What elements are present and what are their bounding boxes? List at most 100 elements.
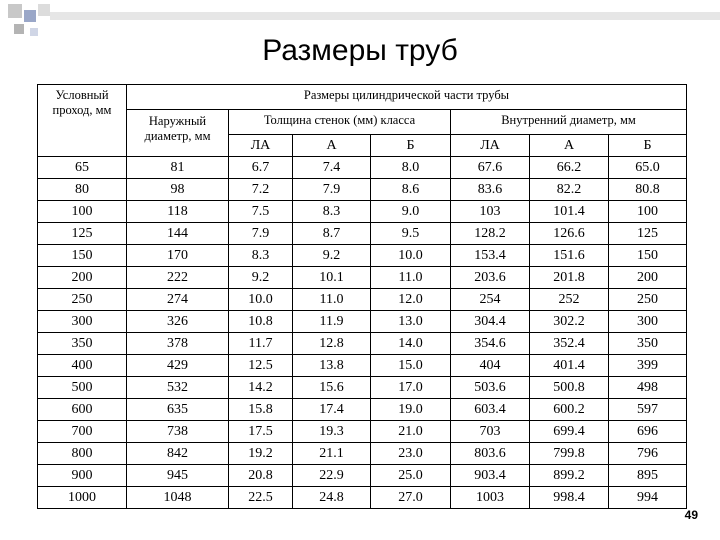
table-cell: 27.0	[370, 486, 451, 509]
table-cell: 400	[37, 354, 127, 377]
table-cell: 100	[37, 200, 127, 223]
table-cell: 945	[126, 464, 229, 487]
table-cell: 1003	[450, 486, 530, 509]
table-cell: А	[529, 134, 609, 157]
table-row: 350 378 11.7 12.8 14.0 354.6 352.4 350	[37, 332, 687, 355]
table-cell: 22.9	[292, 464, 371, 487]
header-cell: Размеры цилиндрической части трубы	[126, 84, 687, 110]
table-cell: 25.0	[370, 464, 451, 487]
table-row: 80 98 7.2 7.9 8.6 83.6 82.2 80.8	[37, 178, 687, 201]
table-cell: 597	[608, 398, 687, 421]
table-cell: 14.2	[228, 376, 293, 399]
table-cell: 22.5	[228, 486, 293, 509]
table-cell: 8.3	[292, 200, 371, 223]
pipe-table: Условный проход, мм Размеры цилиндрическ…	[37, 84, 687, 509]
table-row: 125 144 7.9 8.7 9.5 128.2 126.6 125	[37, 222, 687, 245]
decor	[8, 4, 22, 18]
table-cell: 895	[608, 464, 687, 487]
table-cell: 80	[37, 178, 127, 201]
table-cell: 8.6	[370, 178, 451, 201]
table-cell: 201.8	[529, 266, 609, 289]
table-cell: 150	[37, 244, 127, 267]
table-cell: 12.5	[228, 354, 293, 377]
table-cell: 9.2	[292, 244, 371, 267]
table-cell: 10.1	[292, 266, 371, 289]
table-cell: 11.0	[370, 266, 451, 289]
table-cell: 250	[37, 288, 127, 311]
table-cell: 7.5	[228, 200, 293, 223]
decor	[24, 10, 36, 22]
table-row: 1000 1048 22.5 24.8 27.0 1003 998.4 994	[37, 486, 687, 509]
table-cell: 7.2	[228, 178, 293, 201]
table-cell: Б	[370, 134, 451, 157]
table-cell: 151.6	[529, 244, 609, 267]
table-cell: 7.9	[228, 222, 293, 245]
table-cell: 11.9	[292, 310, 371, 333]
table-cell: 699.4	[529, 420, 609, 443]
table-row: 600 635 15.8 17.4 19.0 603.4 600.2 597	[37, 398, 687, 421]
table-cell: 13.8	[292, 354, 371, 377]
table-cell: 302.2	[529, 310, 609, 333]
table-cell: 800	[37, 442, 127, 465]
table-row: 500 532 14.2 15.6 17.0 503.6 500.8 498	[37, 376, 687, 399]
table-cell: 15.6	[292, 376, 371, 399]
table-cell: 350	[37, 332, 127, 355]
table-cell: 300	[37, 310, 127, 333]
table-cell: 118	[126, 200, 229, 223]
table-cell: 429	[126, 354, 229, 377]
table-cell: 24.8	[292, 486, 371, 509]
table-cell: 144	[126, 222, 229, 245]
header-cell: Внутренний диаметр, мм	[450, 109, 687, 135]
table-cell: 503.6	[450, 376, 530, 399]
table-cell: 6.7	[228, 156, 293, 179]
header-cell: Наружный диаметр, мм	[126, 109, 229, 157]
table-cell: 10.0	[228, 288, 293, 311]
table-cell: 300	[608, 310, 687, 333]
table-cell: 83.6	[450, 178, 530, 201]
table-cell: 153.4	[450, 244, 530, 267]
table-cell: 8.3	[228, 244, 293, 267]
table-cell: 66.2	[529, 156, 609, 179]
table-cell: 498	[608, 376, 687, 399]
table-row: 250 274 10.0 11.0 12.0 254 252 250	[37, 288, 687, 311]
table-cell: 8.0	[370, 156, 451, 179]
table-cell: 80.8	[608, 178, 687, 201]
table-row: 300 326 10.8 11.9 13.0 304.4 302.2 300	[37, 310, 687, 333]
table-cell: 19.0	[370, 398, 451, 421]
table-cell: 19.3	[292, 420, 371, 443]
table-cell: 899.2	[529, 464, 609, 487]
table-cell: 9.0	[370, 200, 451, 223]
page-number: 49	[684, 508, 698, 522]
table-cell: 14.0	[370, 332, 451, 355]
table-row: 900 945 20.8 22.9 25.0 903.4 899.2 895	[37, 464, 687, 487]
table-cell: 700	[37, 420, 127, 443]
table-cell: 404	[450, 354, 530, 377]
table-cell: 842	[126, 442, 229, 465]
table-cell: 67.6	[450, 156, 530, 179]
table-cell: 13.0	[370, 310, 451, 333]
table-cell: 994	[608, 486, 687, 509]
table-cell: 9.5	[370, 222, 451, 245]
table-cell: 738	[126, 420, 229, 443]
table-cell: 125	[608, 222, 687, 245]
header-cell: Условный проход, мм	[37, 84, 127, 157]
table-cell: 998.4	[529, 486, 609, 509]
table-row: 150 170 8.3 9.2 10.0 153.4 151.6 150	[37, 244, 687, 267]
table-cell: 352.4	[529, 332, 609, 355]
header-cell: Толщина стенок (мм) класса	[228, 109, 451, 135]
table-cell: 7.4	[292, 156, 371, 179]
table-cell: 350	[608, 332, 687, 355]
table-row: 800 842 19.2 21.1 23.0 803.6 799.8 796	[37, 442, 687, 465]
table-cell: 252	[529, 288, 609, 311]
table-cell: 274	[126, 288, 229, 311]
decor	[14, 24, 24, 34]
table-cell: 17.4	[292, 398, 371, 421]
table-cell: 500.8	[529, 376, 609, 399]
table-cell: 100	[608, 200, 687, 223]
table-cell: 326	[126, 310, 229, 333]
table-cell: 7.9	[292, 178, 371, 201]
table-cell: 250	[608, 288, 687, 311]
table-cell: 65	[37, 156, 127, 179]
table-row: 700 738 17.5 19.3 21.0 703 699.4 696	[37, 420, 687, 443]
